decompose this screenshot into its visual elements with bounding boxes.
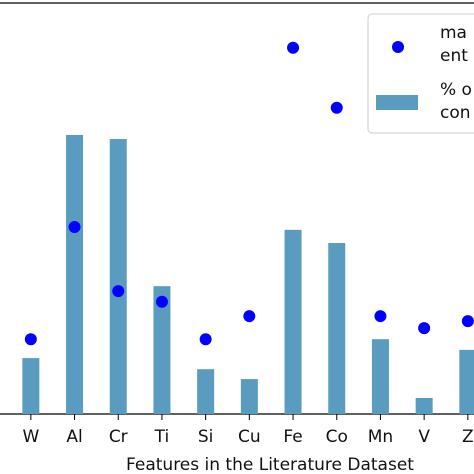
bar [284,229,302,414]
dot [418,322,431,335]
dot [112,285,125,298]
dot [155,295,168,308]
legend-label: ent [440,46,468,66]
bar [153,286,171,414]
x-tick-label: Si [198,427,214,447]
legend-label: con [440,103,471,123]
x-tick-label: Z [462,427,474,447]
bar [459,349,474,414]
bar [415,397,433,414]
dot [68,220,81,233]
bar [109,139,127,414]
x-tick-label: Fe [283,427,302,447]
legend-swatch [376,95,418,110]
dot [24,333,37,346]
bar [22,358,40,414]
dot [330,101,343,114]
x-tick-label: Cr [109,427,128,447]
legend-label: ma [440,23,467,43]
bar [328,243,346,414]
bar [197,369,215,414]
x-tick-label: V [418,427,430,447]
bar [371,339,389,414]
x-tick-label: Cu [238,427,261,447]
legend-swatch [392,41,404,53]
x-tick-label: Co [326,427,348,447]
dot [374,310,387,323]
x-tick-label: Al [66,427,82,447]
dot [287,41,300,54]
x-tick-label: Mn [368,427,393,447]
x-tick-label: W [22,427,39,447]
bar [66,134,84,414]
dot [199,333,212,346]
dot [461,315,474,328]
x-axis-label: Features in the Literature Dataset [126,455,414,474]
dot [243,310,256,323]
bar [240,379,258,414]
legend-label: % o [440,80,472,100]
x-tick-label: Ti [154,427,170,447]
